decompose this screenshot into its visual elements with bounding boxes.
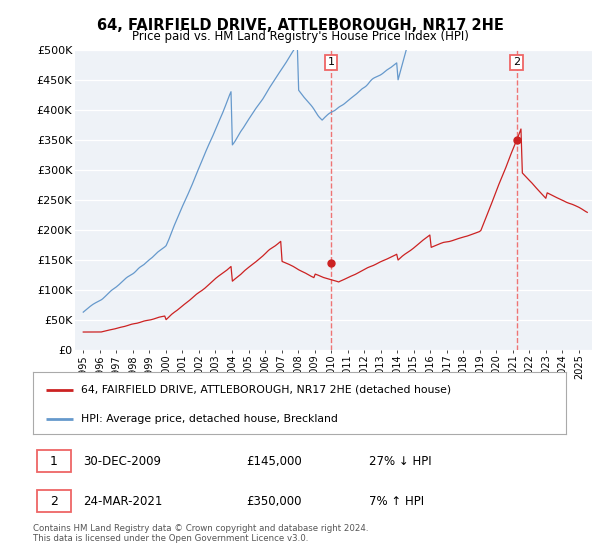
FancyBboxPatch shape xyxy=(37,491,71,512)
Text: 2: 2 xyxy=(50,495,58,508)
Text: Contains HM Land Registry data © Crown copyright and database right 2024.
This d: Contains HM Land Registry data © Crown c… xyxy=(33,524,368,543)
Text: £145,000: £145,000 xyxy=(246,455,302,468)
Text: 30-DEC-2009: 30-DEC-2009 xyxy=(83,455,161,468)
Text: 24-MAR-2021: 24-MAR-2021 xyxy=(83,495,163,508)
Text: Price paid vs. HM Land Registry's House Price Index (HPI): Price paid vs. HM Land Registry's House … xyxy=(131,30,469,43)
Text: £350,000: £350,000 xyxy=(246,495,302,508)
Text: 27% ↓ HPI: 27% ↓ HPI xyxy=(368,455,431,468)
Text: 1: 1 xyxy=(50,455,58,468)
Text: HPI: Average price, detached house, Breckland: HPI: Average price, detached house, Brec… xyxy=(81,414,338,423)
Text: 2: 2 xyxy=(513,57,520,67)
Text: 7% ↑ HPI: 7% ↑ HPI xyxy=(368,495,424,508)
Text: 64, FAIRFIELD DRIVE, ATTLEBOROUGH, NR17 2HE: 64, FAIRFIELD DRIVE, ATTLEBOROUGH, NR17 … xyxy=(97,18,503,33)
Text: 1: 1 xyxy=(328,57,334,67)
FancyBboxPatch shape xyxy=(37,450,71,472)
Text: 64, FAIRFIELD DRIVE, ATTLEBOROUGH, NR17 2HE (detached house): 64, FAIRFIELD DRIVE, ATTLEBOROUGH, NR17 … xyxy=(81,385,451,395)
